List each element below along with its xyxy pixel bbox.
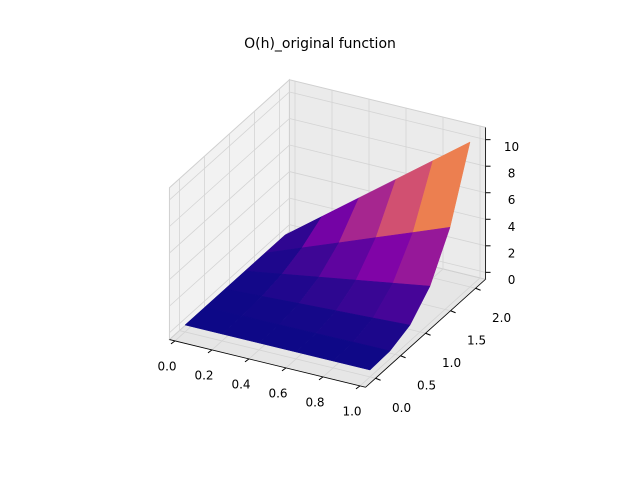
x-tick [355,385,361,390]
grid-line [179,330,376,379]
surface-patch [332,341,391,371]
y-tick [375,377,381,381]
z-tick-label: 4 [508,220,516,234]
y-tick [450,310,456,314]
grid-line [289,91,486,141]
y-tick-label: 0.0 [392,401,411,415]
grid-line [169,91,290,201]
x-tick-label: 1.0 [342,404,361,418]
y-tick-label: 1.5 [467,333,486,347]
x-tick-label: 0.2 [194,368,213,382]
grid-line [169,144,290,254]
axis-line [365,278,486,388]
chart-title: O(h)_original function [244,36,396,52]
x-tick-label: 0.4 [231,377,250,391]
x-tick-label: 0.8 [305,395,324,409]
y-tick [475,287,481,291]
y-tick-label: 0.5 [417,378,436,392]
x-tick-label: 0.6 [268,386,287,400]
grid-line [169,118,290,227]
y-tick [425,332,431,336]
x-tick [318,376,324,381]
z-tick-label: 10 [504,140,519,154]
z-tick-label: 2 [508,246,516,260]
grid-line [169,197,290,307]
x-tick-label: 0.0 [157,359,176,373]
grid-line [169,171,290,280]
z-tick-label: 0 [508,273,516,287]
x-tick [207,349,213,354]
y-tick-label: 1.0 [442,356,461,370]
z-tick-label: 6 [508,193,516,207]
y-tick-label: 2.0 [492,311,511,325]
z-tick-label: 8 [508,167,516,181]
axis-line [169,339,366,388]
y-tick [400,355,406,359]
x-tick [170,340,176,345]
x-tick [244,358,250,363]
grid-line [169,224,290,333]
x-tick [281,367,287,372]
